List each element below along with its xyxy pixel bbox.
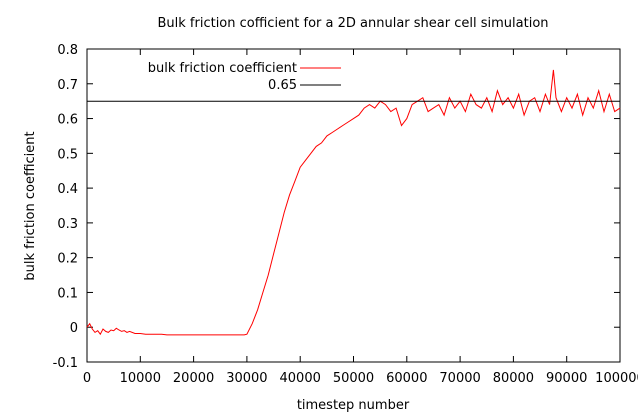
y-tick-label: 0.8 [57, 43, 78, 58]
series-layer [86, 69, 621, 336]
chart-title: Bulk friction cofficient for a 2D annula… [157, 16, 548, 31]
legend-label-2: 0.65 [268, 78, 297, 93]
x-axis-label: timestep number [297, 398, 410, 413]
series-line-1 [86, 69, 621, 336]
y-tick-label: 0.4 [57, 182, 78, 197]
y-tick-label: 0.3 [57, 217, 78, 232]
x-tick-label: 70000 [439, 371, 480, 386]
x-tick-label: 80000 [493, 371, 534, 386]
y-tick-label: 0 [70, 321, 78, 336]
y-tick-label: 0.1 [57, 286, 78, 301]
x-tick-label: 100000 [595, 371, 638, 386]
legend-label-1: bulk friction coefficient [148, 61, 297, 76]
plot-frame [86, 48, 621, 363]
x-ticks: 0 10000 20000 30000 40000 50000 60000 70000 8000… [83, 49, 638, 386]
legend: bulk friction coefficient 0.65 [148, 61, 341, 93]
y-tick-label: -0.1 [53, 356, 78, 371]
y-tick-label: 0.7 [57, 78, 78, 93]
x-tick-label: 10000 [120, 371, 161, 386]
y-tick-label: 0.6 [57, 113, 78, 128]
x-tick-label: 40000 [280, 371, 321, 386]
y-tick-label: 0.2 [57, 252, 78, 267]
y-axis-label: bulk friction coefficient [23, 131, 38, 280]
y-tick-label: 0.5 [57, 147, 78, 162]
x-tick-label: 30000 [226, 371, 267, 386]
x-tick-label: 20000 [173, 371, 214, 386]
x-tick-label: 90000 [546, 371, 587, 386]
x-tick-label: 60000 [386, 371, 427, 386]
y-ticks: -0.1 0 0.1 0.2 0.3 0.4 0.5 0.6 0.7 0.8 [53, 43, 620, 371]
x-tick-label: 0 [83, 371, 91, 386]
x-tick-label: 50000 [333, 371, 374, 386]
